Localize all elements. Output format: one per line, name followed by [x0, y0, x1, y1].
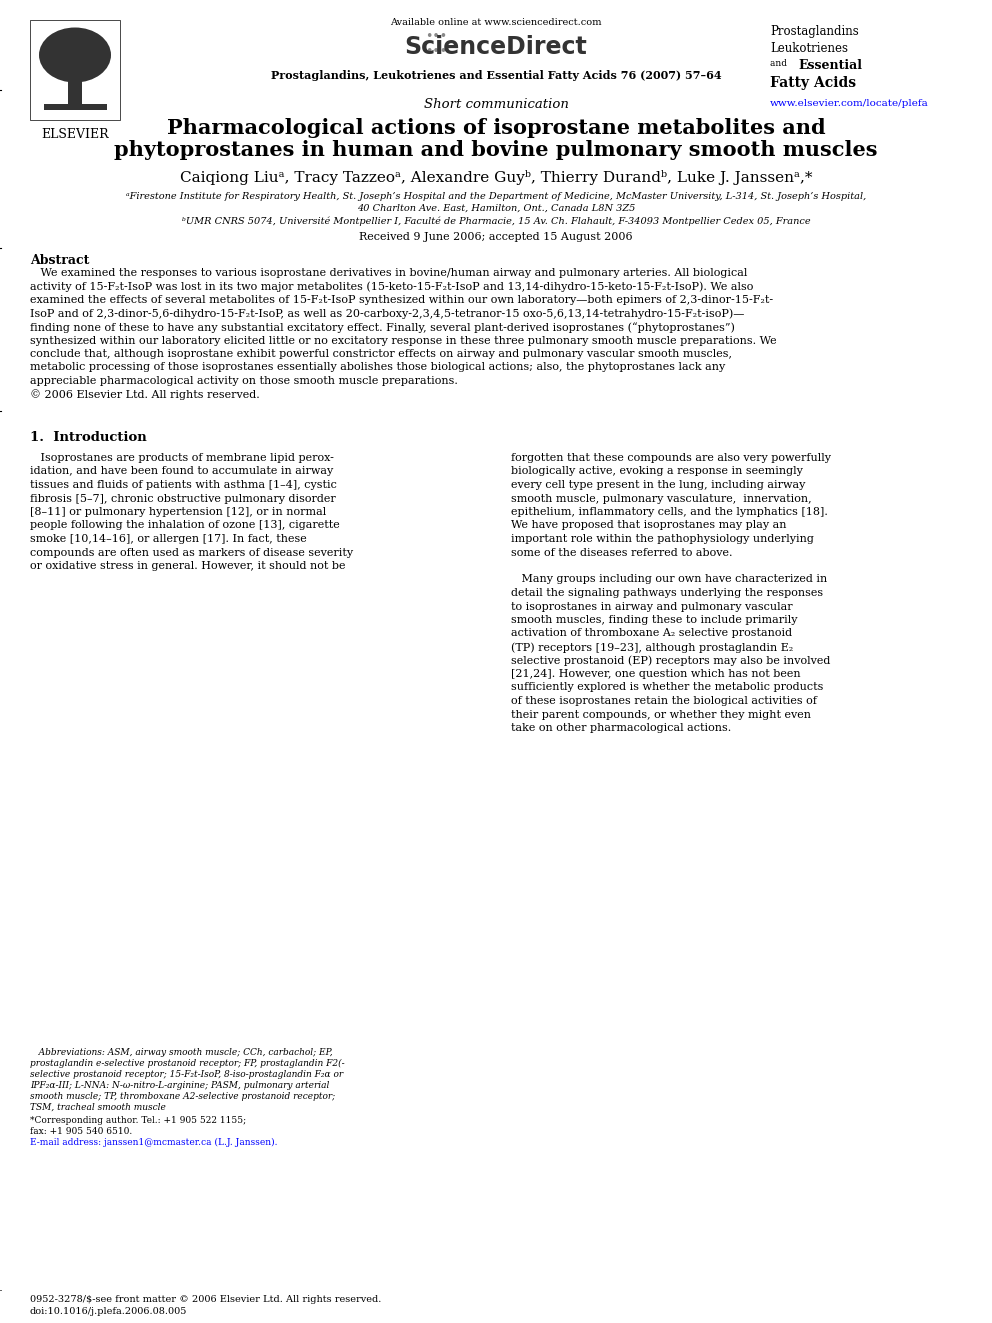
Text: some of the diseases referred to above.: some of the diseases referred to above. — [511, 548, 732, 557]
Text: [21,24]. However, one question which has not been: [21,24]. However, one question which has… — [511, 669, 801, 679]
Bar — [67, 73, 82, 105]
Text: compounds are often used as markers of disease severity: compounds are often used as markers of d… — [30, 548, 353, 557]
Text: © 2006 Elsevier Ltd. All rights reserved.: © 2006 Elsevier Ltd. All rights reserved… — [30, 389, 260, 401]
Text: Prostaglandins, Leukotrienes and Essential Fatty Acids 76 (2007) 57–64: Prostaglandins, Leukotrienes and Essenti… — [271, 70, 721, 81]
Text: every cell type present in the lung, including airway: every cell type present in the lung, inc… — [511, 480, 806, 490]
Text: Available online at www.sciencedirect.com: Available online at www.sciencedirect.co… — [390, 19, 602, 26]
Text: selective prostanoid (EP) receptors may also be involved: selective prostanoid (EP) receptors may … — [511, 655, 830, 665]
Bar — [44, 105, 106, 110]
Text: or oxidative stress in general. However, it should not be: or oxidative stress in general. However,… — [30, 561, 345, 572]
Text: smooth muscle; TP, thromboxane A2-selective prostanoid receptor;: smooth muscle; TP, thromboxane A2-select… — [30, 1091, 335, 1101]
Text: biologically active, evoking a response in seemingly: biologically active, evoking a response … — [511, 467, 803, 476]
Text: activation of thromboxane A₂ selective prostanoid: activation of thromboxane A₂ selective p… — [511, 628, 792, 639]
Text: selective prostanoid receptor; 15-F₂t-IsoP, 8-iso-prostaglandin F₂α or: selective prostanoid receptor; 15-F₂t-Is… — [30, 1070, 343, 1080]
Text: phytoprostanes in human and bovine pulmonary smooth muscles: phytoprostanes in human and bovine pulmo… — [114, 140, 878, 160]
Text: smoke [10,14–16], or allergen [17]. In fact, these: smoke [10,14–16], or allergen [17]. In f… — [30, 534, 307, 544]
Text: Prostaglandins: Prostaglandins — [770, 25, 859, 38]
Text: activity of 15-F₂t-IsoP was lost in its two major metabolites (15-keto-15-F₂t-Is: activity of 15-F₂t-IsoP was lost in its … — [30, 282, 753, 292]
Text: We have proposed that isoprostanes may play an: We have proposed that isoprostanes may p… — [511, 520, 787, 531]
Text: appreciable pharmacological activity on those smooth muscle preparations.: appreciable pharmacological activity on … — [30, 376, 458, 386]
Text: doi:10.1016/j.plefa.2006.08.005: doi:10.1016/j.plefa.2006.08.005 — [30, 1307, 187, 1316]
Text: ScienceDirect: ScienceDirect — [405, 34, 587, 60]
Text: 1.  Introduction: 1. Introduction — [30, 431, 147, 445]
Text: fax: +1 905 540 6510.: fax: +1 905 540 6510. — [30, 1127, 132, 1136]
Text: smooth muscle, pulmonary vasculature,  innervation,: smooth muscle, pulmonary vasculature, in… — [511, 493, 811, 504]
Text: Leukotrienes: Leukotrienes — [770, 42, 848, 56]
Text: smooth muscles, finding these to include primarily: smooth muscles, finding these to include… — [511, 615, 798, 624]
Text: fibrosis [5–7], chronic obstructive pulmonary disorder: fibrosis [5–7], chronic obstructive pulm… — [30, 493, 335, 504]
Text: ᵃFirestone Institute for Respiratory Health, St. Joseph’s Hospital and the Depar: ᵃFirestone Institute for Respiratory Hea… — [126, 192, 866, 201]
Text: [8–11] or pulmonary hypertension [12], or in normal: [8–11] or pulmonary hypertension [12], o… — [30, 507, 326, 517]
Text: of these isoprostanes retain the biological activities of: of these isoprostanes retain the biologi… — [511, 696, 816, 706]
Text: their parent compounds, or whether they might even: their parent compounds, or whether they … — [511, 709, 810, 720]
Text: synthesized within our laboratory elicited little or no excitatory response in t: synthesized within our laboratory elicit… — [30, 336, 777, 345]
Text: and: and — [770, 60, 790, 67]
Text: examined the effects of several metabolites of 15-F₂t-IsoP synthesized within ou: examined the effects of several metaboli… — [30, 295, 773, 306]
Text: TSM, tracheal smooth muscle: TSM, tracheal smooth muscle — [30, 1103, 166, 1113]
Text: take on other pharmacological actions.: take on other pharmacological actions. — [511, 722, 731, 733]
Ellipse shape — [39, 28, 111, 82]
Text: 0952-3278/$-see front matter © 2006 Elsevier Ltd. All rights reserved.: 0952-3278/$-see front matter © 2006 Else… — [30, 1295, 381, 1304]
Text: forgotten that these compounds are also very powerfully: forgotten that these compounds are also … — [511, 452, 831, 463]
Text: detail the signaling pathways underlying the responses: detail the signaling pathways underlying… — [511, 587, 823, 598]
Text: Short communication: Short communication — [424, 98, 568, 111]
Text: Caiqiong Liuᵃ, Tracy Tazzeoᵃ, Alexandre Guyᵇ, Thierry Durandᵇ, Luke J. Janssenᵃ,: Caiqiong Liuᵃ, Tracy Tazzeoᵃ, Alexandre … — [180, 169, 812, 185]
Text: finding none of these to have any substantial excitatory effect. Finally, severa: finding none of these to have any substa… — [30, 321, 735, 333]
Text: metabolic processing of those isoprostanes essentially abolishes those biologica: metabolic processing of those isoprostan… — [30, 363, 725, 373]
Text: tissues and fluids of patients with asthma [1–4], cystic: tissues and fluids of patients with asth… — [30, 480, 337, 490]
Text: ᵇUMR CNRS 5074, Université Montpellier I, Faculté de Pharmacie, 15 Av. Ch. Flaha: ᵇUMR CNRS 5074, Université Montpellier I… — [182, 216, 810, 225]
Text: E-mail address: janssen1@mcmaster.ca (L.J. Janssen).: E-mail address: janssen1@mcmaster.ca (L.… — [30, 1138, 278, 1147]
Text: Pharmacological actions of isoprostane metabolites and: Pharmacological actions of isoprostane m… — [167, 118, 825, 138]
Text: prostaglandin e-selective prostanoid receptor; FP, prostaglandin F2(-: prostaglandin e-selective prostanoid rec… — [30, 1058, 344, 1068]
Text: IsoP and of 2,3-dinor-5,6-dihydro-15-F₂t-IsoP, as well as 20-carboxy-2,3,4,5-tet: IsoP and of 2,3-dinor-5,6-dihydro-15-F₂t… — [30, 308, 744, 319]
Text: Abbreviations: ASM, airway smooth muscle; CCh, carbachol; EP,: Abbreviations: ASM, airway smooth muscle… — [30, 1048, 332, 1057]
Text: sufficiently explored is whether the metabolic products: sufficiently explored is whether the met… — [511, 683, 823, 692]
Text: people following the inhalation of ozone [13], cigarette: people following the inhalation of ozone… — [30, 520, 339, 531]
Text: idation, and have been found to accumulate in airway: idation, and have been found to accumula… — [30, 467, 333, 476]
Text: Fatty Acids: Fatty Acids — [770, 75, 856, 90]
Text: IPF₂α-III; L-NNA: N-ω-nitro-L-arginine; PASM, pulmonary arterial: IPF₂α-III; L-NNA: N-ω-nitro-L-arginine; … — [30, 1081, 329, 1090]
Text: epithelium, inflammatory cells, and the lymphatics [18].: epithelium, inflammatory cells, and the … — [511, 507, 827, 517]
Text: www.elsevier.com/locate/plefa: www.elsevier.com/locate/plefa — [770, 99, 929, 108]
Text: 40 Charlton Ave. East, Hamilton, Ont., Canada L8N 3Z5: 40 Charlton Ave. East, Hamilton, Ont., C… — [357, 204, 635, 213]
Text: conclude that, although isoprostane exhibit powerful constrictor effects on airw: conclude that, although isoprostane exhi… — [30, 349, 732, 359]
Text: ELSEVIER: ELSEVIER — [42, 128, 109, 142]
Text: Isoprostanes are products of membrane lipid perox-: Isoprostanes are products of membrane li… — [30, 452, 334, 463]
Text: Abstract: Abstract — [30, 254, 89, 267]
Text: (TP) receptors [19–23], although prostaglandin E₂: (TP) receptors [19–23], although prostag… — [511, 642, 794, 652]
Text: important role within the pathophysiology underlying: important role within the pathophysiolog… — [511, 534, 813, 544]
Bar — [30, 20, 120, 120]
Text: Many groups including our own have characterized in: Many groups including our own have chara… — [511, 574, 827, 585]
Text: Essential: Essential — [798, 60, 862, 71]
Text: •••
•••: ••• ••• — [425, 30, 447, 58]
Text: We examined the responses to various isoprostane derivatives in bovine/human air: We examined the responses to various iso… — [30, 269, 747, 278]
Text: Received 9 June 2006; accepted 15 August 2006: Received 9 June 2006; accepted 15 August… — [359, 232, 633, 242]
Text: to isoprostanes in airway and pulmonary vascular: to isoprostanes in airway and pulmonary … — [511, 602, 793, 611]
Text: *Corresponding author. Tel.: +1 905 522 1155;: *Corresponding author. Tel.: +1 905 522 … — [30, 1117, 246, 1125]
